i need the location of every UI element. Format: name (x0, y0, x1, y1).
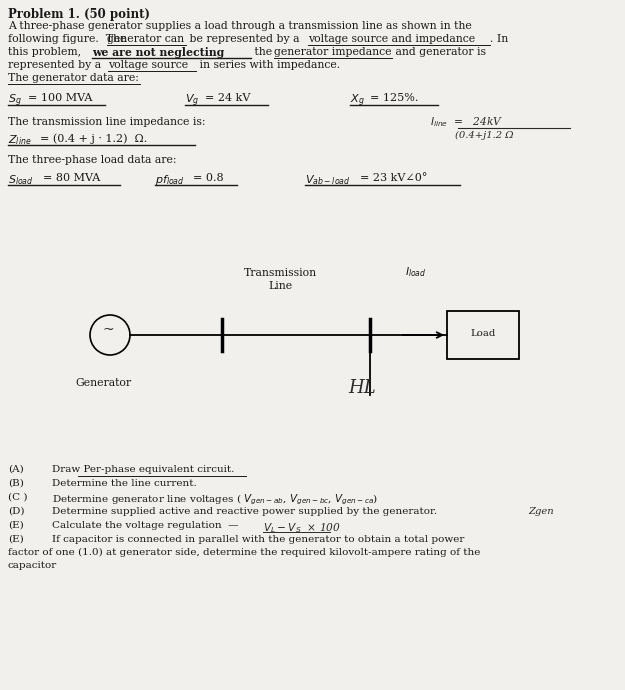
Text: generator impedance: generator impedance (274, 47, 391, 57)
Text: = 80 MVA: = 80 MVA (43, 173, 100, 183)
Text: and generator is: and generator is (392, 47, 486, 57)
Text: Draw Per-phase equivalent circuit.: Draw Per-phase equivalent circuit. (52, 465, 234, 474)
Text: $Z_{line}$: $Z_{line}$ (8, 133, 31, 147)
Text: voltage source and impedance: voltage source and impedance (308, 34, 475, 44)
Text: (0.4+j1.2 Ω: (0.4+j1.2 Ω (455, 131, 514, 140)
Text: generator can: generator can (107, 34, 184, 44)
Text: $V_L - V_S$  × 100: $V_L - V_S$ × 100 (263, 521, 341, 535)
Text: The three-phase load data are:: The three-phase load data are: (8, 155, 176, 165)
Text: = 24 kV: = 24 kV (205, 93, 251, 103)
Text: Transmission: Transmission (244, 268, 317, 278)
Text: (E): (E) (8, 535, 24, 544)
Text: (B): (B) (8, 479, 24, 488)
Text: (A): (A) (8, 465, 24, 474)
Bar (447, 311, 519, 359)
Text: in series with impedance.: in series with impedance. (196, 60, 340, 70)
Text: Calculate the voltage regulation  —: Calculate the voltage regulation — (52, 521, 239, 530)
Text: $S_g$: $S_g$ (8, 93, 22, 110)
Text: . In: . In (490, 34, 508, 44)
Text: = (0.4 + j · 1.2)  Ω.: = (0.4 + j · 1.2) Ω. (40, 133, 148, 144)
Text: If capacitor is connected in parallel with the generator to obtain a total power: If capacitor is connected in parallel wi… (52, 535, 464, 544)
Text: Determine supplied active and reactive power supplied by the generator.: Determine supplied active and reactive p… (52, 507, 437, 516)
Text: factor of one (1.0) at generator side, determine the required kilovolt-ampere ra: factor of one (1.0) at generator side, d… (8, 548, 481, 557)
Text: Generator: Generator (75, 378, 131, 388)
Text: = 125%.: = 125%. (370, 93, 418, 103)
Text: Problem 1. (50 point): Problem 1. (50 point) (8, 8, 150, 21)
Text: voltage source: voltage source (108, 60, 188, 70)
Text: $S_{load}$: $S_{load}$ (8, 173, 34, 187)
Text: HL: HL (348, 379, 376, 397)
Text: = 23 kV∠0°: = 23 kV∠0° (360, 173, 428, 183)
Text: Zgen: Zgen (528, 507, 554, 516)
Text: Determine generator line voltages ( $V_{gen-ab}$, $V_{gen-bc}$, $V_{gen-ca}$): Determine generator line voltages ( $V_{… (52, 493, 378, 507)
Text: the: the (251, 47, 276, 57)
Text: $pf_{load}$: $pf_{load}$ (155, 173, 184, 187)
Text: = 0.8: = 0.8 (193, 173, 224, 183)
Text: $I_{line}$  =   24kV: $I_{line}$ = 24kV (430, 115, 503, 129)
Text: The generator data are:: The generator data are: (8, 73, 139, 83)
Text: represented by a: represented by a (8, 60, 104, 70)
Text: = 100 MVA: = 100 MVA (28, 93, 92, 103)
Text: Line: Line (268, 281, 292, 291)
Text: (D): (D) (8, 507, 24, 516)
Text: Determine the line current.: Determine the line current. (52, 479, 197, 488)
Text: The transmission line impedance is:: The transmission line impedance is: (8, 117, 206, 127)
Text: following figure.  The: following figure. The (8, 34, 130, 44)
Text: Load: Load (471, 328, 496, 337)
Text: (E): (E) (8, 521, 24, 530)
Text: $V_g$: $V_g$ (185, 93, 199, 110)
Text: this problem,: this problem, (8, 47, 84, 57)
Text: $X_g$: $X_g$ (350, 93, 365, 110)
Text: $I_{load}$: $I_{load}$ (405, 265, 426, 279)
Text: (C ): (C ) (8, 493, 28, 502)
Text: be represented by a: be represented by a (186, 34, 303, 44)
Text: ~: ~ (103, 323, 114, 337)
Text: capacitor: capacitor (8, 561, 58, 570)
Text: $V_{ab-load}$: $V_{ab-load}$ (305, 173, 351, 187)
Text: A three-phase generator supplies a load through a transmission line as shown in : A three-phase generator supplies a load … (8, 21, 472, 31)
Text: we are not neglecting: we are not neglecting (92, 47, 224, 58)
